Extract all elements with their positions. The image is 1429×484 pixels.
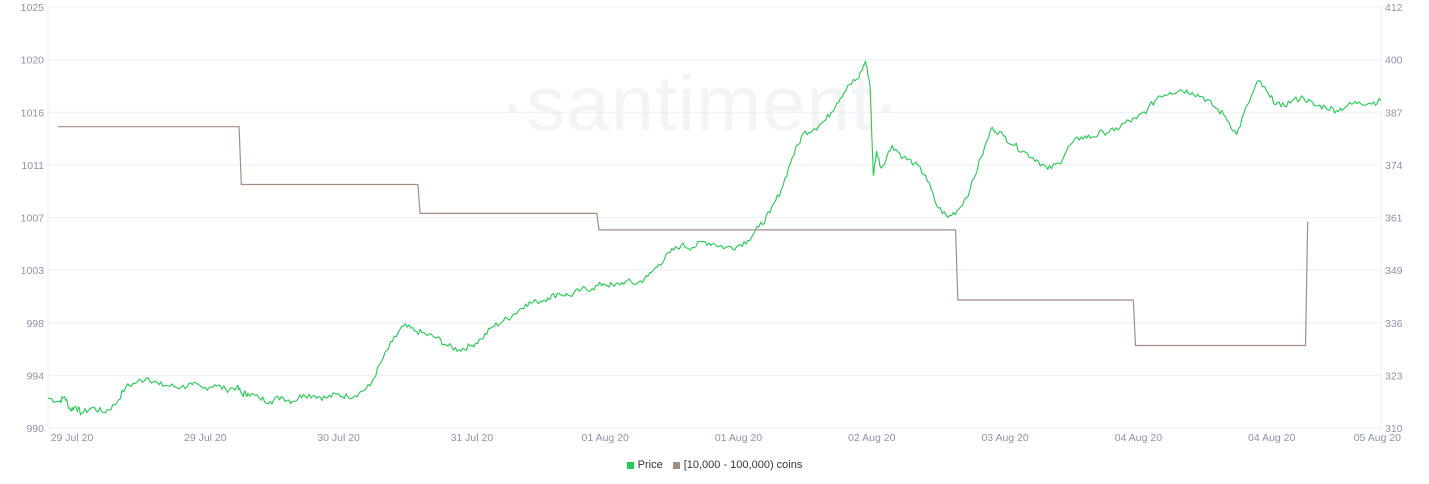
x-tick-label: 05 Aug 20 bbox=[1354, 432, 1401, 444]
left-tick-label: 1025 bbox=[21, 2, 45, 14]
right-tick-label: 336 bbox=[1385, 318, 1403, 330]
left-y-axis: 1025 1020 1016 1011 1007 1003 998 994 990 bbox=[21, 2, 45, 435]
right-y-axis: 412 400 387 374 361 349 336 323 310 bbox=[1385, 2, 1403, 435]
legend-item-price[interactable]: Price bbox=[626, 459, 663, 471]
legend-item-holders[interactable]: [10,000 - 100,000) coins bbox=[672, 459, 803, 471]
x-tick-label: 01 Aug 20 bbox=[582, 432, 629, 444]
legend: Price [10,000 - 100,000) coins bbox=[0, 459, 1429, 471]
x-tick-label: 30 Jul 20 bbox=[317, 432, 360, 444]
right-tick-label: 349 bbox=[1385, 265, 1403, 277]
x-axis: 29 Jul 20 29 Jul 20 30 Jul 20 31 Jul 20 01 A… bbox=[51, 432, 1401, 444]
right-tick-label: 400 bbox=[1385, 55, 1403, 67]
left-tick-label: 990 bbox=[26, 423, 44, 435]
right-tick-label: 323 bbox=[1385, 370, 1403, 382]
left-tick-label: 1016 bbox=[21, 107, 45, 119]
series-lines bbox=[47, 60, 1382, 416]
x-tick-label: 31 Jul 20 bbox=[451, 432, 494, 444]
right-tick-label: 361 bbox=[1385, 213, 1403, 225]
right-tick-label: 387 bbox=[1385, 107, 1403, 119]
left-tick-label: 1007 bbox=[21, 213, 45, 225]
left-tick-label: 1020 bbox=[21, 55, 45, 67]
legend-label-holders: [10,000 - 100,000) coins bbox=[683, 459, 803, 471]
right-tick-label: 310 bbox=[1385, 423, 1403, 435]
x-tick-label: 01 Aug 20 bbox=[715, 432, 762, 444]
price-line bbox=[47, 60, 1382, 416]
holders-line bbox=[58, 126, 1309, 347]
holders-swatch-icon bbox=[672, 461, 680, 469]
santiment-watermark: ·santiment· bbox=[499, 59, 900, 147]
x-tick-label: 29 Jul 20 bbox=[51, 432, 94, 444]
x-tick-label: 03 Aug 20 bbox=[981, 432, 1028, 444]
left-tick-label: 1003 bbox=[21, 265, 45, 277]
x-tick-label: 02 Aug 20 bbox=[848, 432, 895, 444]
left-tick-label: 994 bbox=[26, 370, 44, 382]
left-tick-label: 998 bbox=[26, 318, 44, 330]
right-tick-label: 374 bbox=[1385, 160, 1403, 172]
x-tick-label: 04 Aug 20 bbox=[1248, 432, 1295, 444]
right-tick-label: 412 bbox=[1385, 2, 1403, 14]
gridlines bbox=[47, 6, 1382, 429]
price-swatch-icon bbox=[626, 461, 634, 469]
x-tick-label: 29 Jul 20 bbox=[184, 432, 227, 444]
left-tick-label: 1011 bbox=[21, 160, 44, 172]
legend-label-price: Price bbox=[637, 459, 663, 471]
x-tick-label: 04 Aug 20 bbox=[1115, 432, 1162, 444]
